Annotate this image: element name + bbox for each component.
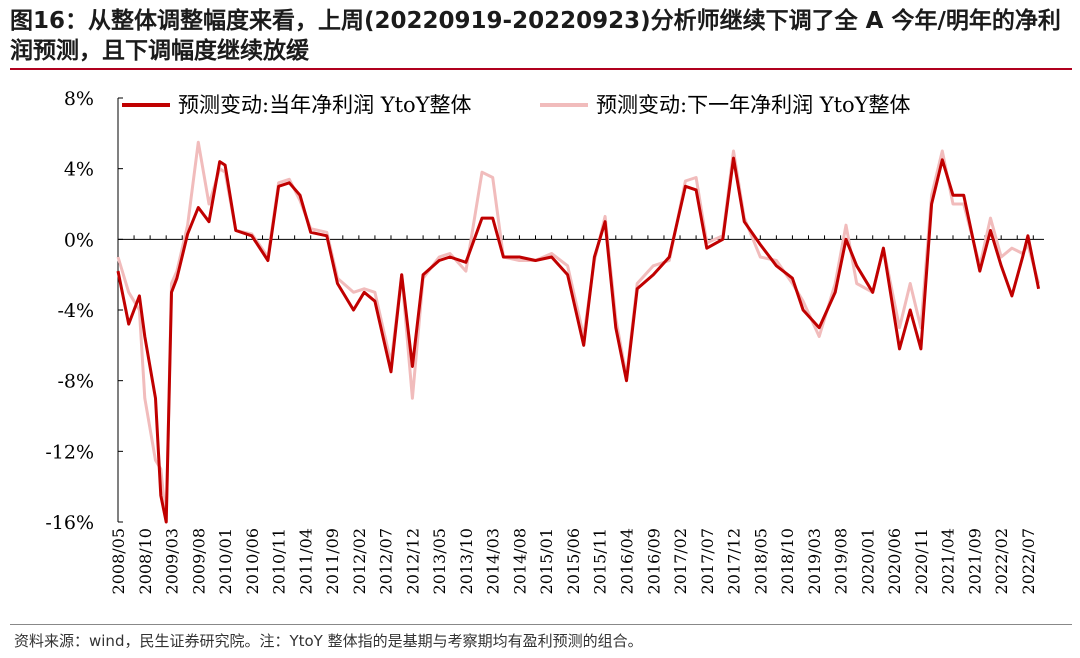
x-tick-label: 2017/07: [698, 528, 717, 594]
x-tick-label: 2017/02: [671, 528, 690, 594]
y-tick-label: -4%: [57, 300, 94, 322]
x-tick-label: 2008/10: [136, 528, 155, 594]
line-chart: 8% 4% 0% -4% -8% -12% -16% 2008/05 2008/10 2009/0…: [45, 88, 1044, 594]
legend-label-1: 预测变动:当年净利润 YtoY整体: [178, 93, 472, 117]
y-tick-label: -16%: [45, 512, 94, 534]
x-tick-label: 2020/01: [858, 528, 877, 594]
legend-label-2: 预测变动:下一年净利润 YtoY整体: [596, 93, 911, 117]
x-tick-label: 2009/08: [189, 528, 208, 594]
x-tick-label: 2016/04: [617, 528, 636, 594]
x-tick-label: 2021/04: [939, 528, 958, 594]
x-tick-label: 2019/08: [832, 528, 851, 594]
x-tick-label: 2015/06: [564, 528, 583, 594]
x-tick-label: 2010/11: [270, 528, 289, 594]
chart-container: 8% 4% 0% -4% -8% -12% -16% 2008/05 2008/10 2009/0…: [0, 72, 1080, 620]
x-tick-label: 2020/11: [912, 528, 931, 594]
x-tick-label: 2008/05: [109, 528, 128, 594]
x-tick-label: 2014/08: [510, 528, 529, 594]
x-tick-label: 2018/05: [751, 528, 770, 594]
source-divider: [10, 624, 1072, 625]
y-tick-label: -8%: [57, 371, 94, 393]
chart-legend: 预测变动:当年净利润 YtoY整体 预测变动:下一年净利润 YtoY整体: [122, 93, 911, 117]
x-tick-label: 2020/06: [885, 528, 904, 594]
x-tick-label: 2012/07: [377, 528, 396, 594]
y-tick-label: 0%: [64, 229, 94, 251]
x-tick-label: 2022/07: [1019, 528, 1038, 594]
x-tick-label: 2012/02: [350, 528, 369, 594]
x-tick-label: 2010/01: [216, 528, 235, 594]
x-tick-label: 2022/02: [992, 528, 1011, 594]
x-tick-label: 2012/12: [403, 528, 422, 594]
x-tick-label: 2010/06: [243, 528, 262, 594]
x-tick-label: 2013/10: [457, 528, 476, 594]
figure-title: 图16：从整体调整幅度来看，上周(20220919-20220923)分析师继续…: [10, 8, 1061, 64]
x-tick-label: 2018/10: [778, 528, 797, 594]
y-tick-label: 8%: [64, 88, 94, 110]
x-tick-label: 2021/09: [965, 528, 984, 594]
series-line-2: [116, 140, 1041, 524]
chart-series: [116, 140, 1041, 524]
title-divider: [10, 68, 1072, 70]
chart-axes: 8% 4% 0% -4% -8% -12% -16% 2008/05 2008/10 2009/0…: [45, 88, 1044, 594]
series-line-1: [116, 156, 1041, 524]
y-tick-label: -12%: [45, 441, 94, 463]
x-tick-label: 2019/03: [805, 528, 824, 594]
x-tick-label: 2014/03: [484, 528, 503, 594]
source-note: 资料来源：wind，民生证券研究院。注：YtoY 整体指的是基期与考察期均有盈利…: [14, 632, 643, 650]
x-tick-label: 2009/03: [163, 528, 182, 594]
x-tick-label: 2011/04: [296, 528, 315, 594]
x-tick-label: 2017/12: [725, 528, 744, 594]
y-tick-label: 4%: [64, 159, 94, 181]
x-tick-label: 2015/11: [591, 528, 610, 594]
x-tick-label: 2016/09: [644, 528, 663, 594]
x-tick-label: 2015/01: [537, 528, 556, 594]
x-tick-label: 2011/09: [323, 528, 342, 594]
x-tick-label: 2013/05: [430, 528, 449, 594]
